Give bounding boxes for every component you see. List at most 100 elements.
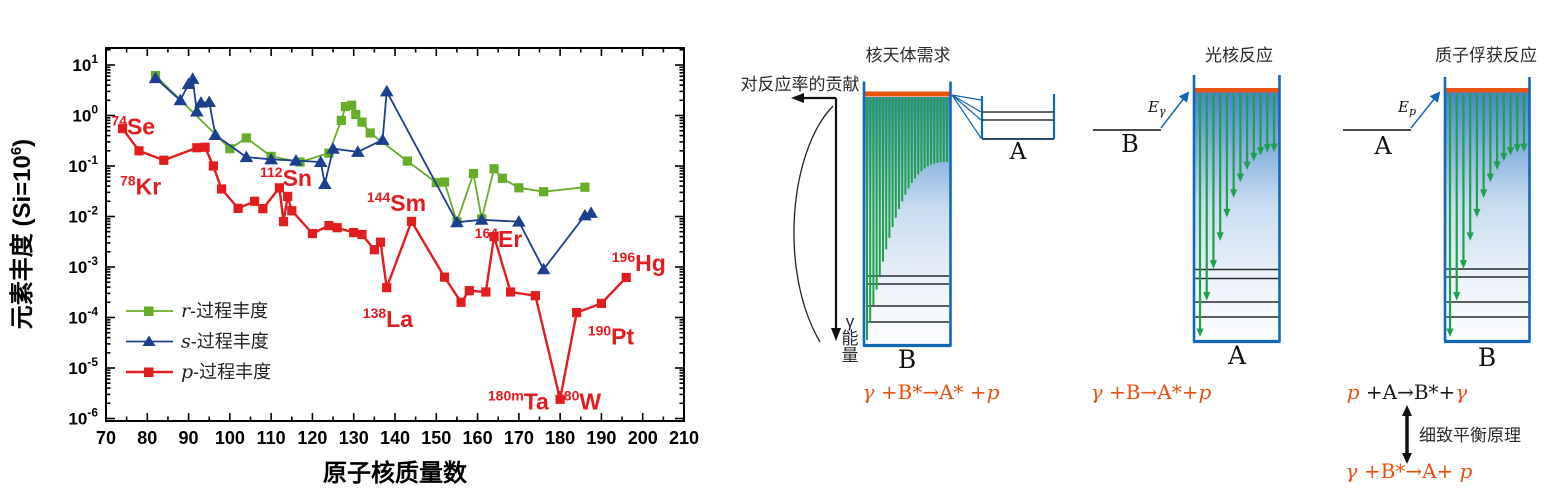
diagram3-entry-state-bar	[1445, 88, 1530, 93]
diagram2-energy-levels	[1195, 268, 1279, 318]
diagram2-entry-state-bar	[1194, 88, 1280, 93]
arrow-down-icon	[831, 328, 841, 341]
square-marker-icon	[144, 306, 154, 316]
x-tick-label: 70	[96, 428, 116, 448]
e-proton-arrow	[1410, 91, 1441, 129]
diagram1-side-box-label: A	[1009, 139, 1027, 165]
diagram2-box-label: A	[1227, 341, 1247, 370]
arrow-up-icon	[1402, 405, 1412, 416]
x-tick-label: 110	[257, 428, 286, 448]
diagram3-nucleus-B-box	[1443, 77, 1531, 344]
y-tick-label: 100	[72, 103, 98, 126]
abundance-chart: 70 80 90 100 110 120 130 140 150 160 170 180 190 200 2…	[8, 47, 699, 487]
diagram2-title: 光核反应	[1205, 46, 1273, 65]
series-p-process	[117, 124, 631, 404]
x-tick-label: 190	[586, 428, 616, 448]
diagram1-box-label: B	[898, 345, 916, 374]
arrow-left-icon	[791, 93, 804, 103]
diagram2-level-label: B	[1121, 130, 1139, 158]
isotope-label-Kr: 78Kr	[120, 173, 161, 200]
e-gamma-label: Eγ	[1147, 98, 1166, 118]
legend-label: s-过程丰度	[181, 331, 269, 353]
contribution-axis-arrows	[791, 93, 841, 343]
series-s-process	[148, 71, 598, 275]
gamow-window-curve	[793, 105, 834, 343]
x-tick-label: 180	[545, 428, 575, 448]
x-tick-label: 140	[380, 428, 410, 448]
diagram2-nucleus-A-box	[1192, 75, 1281, 344]
x-tick-label: 100	[215, 428, 245, 448]
y-tick-label: 10-3	[68, 254, 98, 277]
svg-text:Eγ: Eγ	[1147, 98, 1166, 118]
y-tick-label: 101	[72, 52, 98, 75]
e-gamma-arrow	[1160, 91, 1190, 129]
isotope-label-Pt: 190Pt	[588, 323, 635, 350]
y-axis-title: 元素丰度 (Si=106)	[8, 139, 36, 329]
svg-text:量: 量	[842, 346, 859, 365]
reaction-schematics-panel: 核天体需求 光核反应 质子俘获反应 对反应率的贡献 γ能量 B A	[741, 46, 1538, 483]
fan-line	[951, 94, 982, 113]
legend-label: p-过程丰度	[181, 361, 271, 383]
equation-photonuclear: γ +B→A*+p	[1091, 380, 1212, 404]
diagram3-level-label: A	[1373, 132, 1392, 160]
square-marker-icon	[144, 367, 154, 377]
y-tick-label: 10-1	[68, 153, 98, 176]
x-tick-label: 150	[421, 428, 451, 448]
axis-ticks	[105, 48, 685, 421]
diagram1-title: 核天体需求	[866, 46, 951, 65]
detailed-balance-arrow	[1402, 405, 1412, 464]
diagram1-nucleus-B-box	[862, 81, 952, 348]
fan-line	[951, 94, 982, 101]
y-tick-label: 10-2	[68, 204, 98, 227]
x-tick-label: 120	[297, 428, 327, 448]
diagram3-box-frame	[1443, 77, 1531, 344]
arrow-down-icon	[1402, 453, 1412, 464]
diagram1-box-frame	[862, 81, 952, 348]
isotope-label-Ta: 180mTa	[488, 388, 549, 415]
x-tick-label: 170	[504, 428, 534, 448]
x-tick-label: 90	[179, 428, 199, 448]
diagram2-level-B	[1093, 91, 1190, 131]
legend: r-过程丰度 s-过程丰度 p-过程丰度	[126, 300, 271, 383]
diagram3-gamma-cascade-arrows	[1446, 93, 1528, 337]
x-tick-label: 130	[339, 428, 369, 448]
isotope-label-Er: 164Er	[475, 225, 523, 252]
fan-line	[951, 94, 982, 139]
x-tick-label: 210	[669, 428, 699, 448]
svg-text:γ: γ	[846, 312, 855, 331]
legend-label: r-过程丰度	[181, 300, 268, 322]
diagram2-gamma-cascade-arrows	[1196, 93, 1278, 337]
equation-astro-need: γ +B*→A* +p	[863, 380, 1000, 404]
x-axis-title: 原子核质量数	[323, 459, 468, 487]
svg-text:能: 能	[842, 329, 859, 348]
equation-detailed-balance: γ +B*→A+ p	[1346, 459, 1473, 483]
diagram1-gamma-transitions	[866, 97, 948, 340]
isotope-label-W: 180W	[556, 388, 601, 415]
svg-text:Ep: Ep	[1397, 98, 1416, 118]
diagram2-box-frame	[1192, 75, 1281, 344]
triangle-marker-icon	[142, 335, 156, 346]
x-tick-label: 80	[137, 428, 157, 448]
diagram1-entry-state-bar	[864, 91, 951, 97]
isotope-label-Sm: 144Sm	[367, 189, 426, 216]
diagram3-energy-levels	[1446, 268, 1529, 318]
diagram1-nucleus-A-box	[951, 94, 1056, 140]
x-tick-label: 160	[463, 428, 493, 448]
isotope-label-Hg: 196Hg	[612, 249, 666, 276]
x-tick-label: 200	[628, 428, 658, 448]
fan-line	[951, 94, 982, 121]
isotope-label-La: 138La	[363, 305, 413, 332]
legend-item-s-process: s-过程丰度	[126, 331, 269, 353]
diagram3-box-label: B	[1478, 343, 1496, 372]
diagram1-energy-levels	[866, 275, 949, 323]
equation-proton-capture: p +A→B*+γ	[1347, 380, 1468, 404]
contribution-label: 对反应率的贡献	[741, 75, 860, 94]
detailed-balance-label: 细致平衡原理	[1419, 426, 1521, 445]
y-tick-label: 10-5	[68, 355, 98, 378]
gamma-energy-label: γ能量	[842, 312, 859, 365]
y-tick-label: 10-4	[68, 305, 98, 328]
diagram3-title: 质子俘获反应	[1435, 46, 1537, 65]
legend-item-r-process: r-过程丰度	[126, 300, 268, 322]
e-proton-label: Ep	[1397, 98, 1416, 118]
